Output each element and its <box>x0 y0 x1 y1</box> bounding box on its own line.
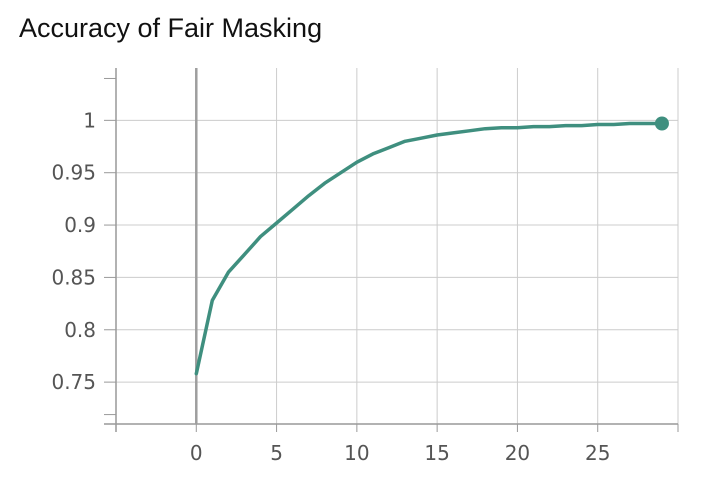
tick-labels: 0 5 10 15 20 25 0.75 0.8 0.85 0.9 0.95 1 <box>51 108 610 465</box>
x-tick-label: 0 <box>190 441 203 465</box>
axes <box>104 68 679 432</box>
last-point-marker[interactable] <box>654 116 669 131</box>
y-tick-label: 1 <box>83 108 96 132</box>
y-tick-label: 0.75 <box>51 370 96 394</box>
y-tick-label: 0.95 <box>51 161 96 185</box>
x-tick-label: 5 <box>270 441 283 465</box>
grid <box>115 68 679 424</box>
x-tick-label: 10 <box>344 441 369 465</box>
series-line <box>194 121 664 376</box>
series <box>194 116 669 376</box>
x-tick-label: 25 <box>585 441 610 465</box>
y-tick-label: 0.85 <box>51 265 96 289</box>
chart-title: Accuracy of Fair Masking <box>19 13 323 43</box>
y-tick-label: 0.9 <box>64 213 96 237</box>
x-tick-label: 20 <box>505 441 530 465</box>
x-tick-label: 15 <box>424 441 449 465</box>
y-tick-label: 0.8 <box>64 318 96 342</box>
